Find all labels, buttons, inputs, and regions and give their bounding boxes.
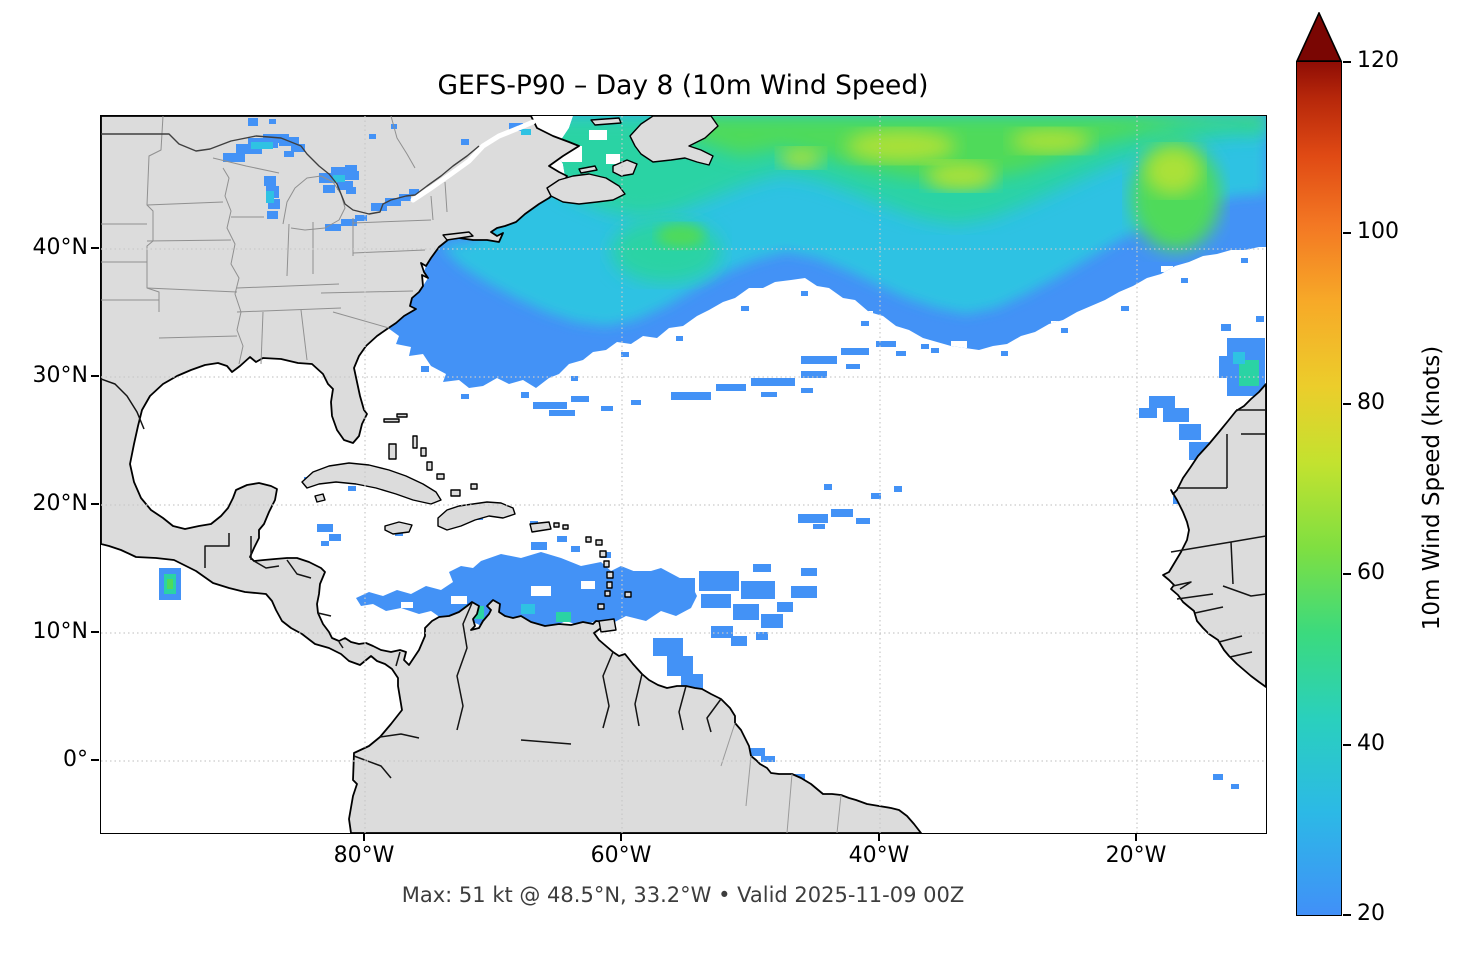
x-tickmark-80w [363,834,365,841]
plot-title: GEFS-P90 – Day 8 (10m Wind Speed) [437,70,929,101]
island-newfoundland [629,116,719,166]
wind-main-mass [388,116,1266,388]
island-anticosti [590,117,622,126]
islands-bahamas [383,413,478,497]
colorbar-tick-80 [1343,403,1351,405]
y-tick-0: 0° [63,747,88,772]
x-tick-60w: 60°W [590,843,652,868]
y-tickmark-10n [91,631,99,633]
x-tick-20w: 20°W [1105,843,1167,868]
x-tick-80w: 80°W [333,843,395,868]
x-tickmark-60w [620,834,622,841]
colorbar-tick-100 [1343,232,1351,234]
gridlines [101,116,1266,833]
canada-us-border [101,133,480,215]
island-cuba [301,462,442,505]
island-hispaniola [437,501,516,531]
island-puerto-rico [529,521,552,533]
borders-brazil-states [720,722,842,833]
island-nova-scotia [546,173,626,205]
island-long-island [442,231,474,241]
colorbar-ticklabel-60: 60 [1357,560,1385,585]
island-trinidad [598,618,617,633]
y-tick-20n: 20°N [32,491,88,516]
island-cape-breton [612,159,638,177]
colorbar-ticklabel-120: 120 [1357,48,1399,73]
st-lawrence-river [410,119,536,203]
map-axes [100,115,1267,834]
colorbar-tick-60 [1343,573,1351,575]
y-tick-30n: 30°N [32,363,88,388]
colorbar-tick-20 [1343,914,1351,916]
x-tick-40w: 40°W [848,843,910,868]
borders-central-america [101,378,344,649]
wind-edge-speckles [421,258,1248,399]
y-tickmark-40n [91,247,99,249]
island-pei [578,165,598,174]
wind-tehuantepec [159,568,181,600]
borders-south-america [353,602,722,779]
island-jamaica [384,521,413,535]
colorbar-ticklabel-80: 80 [1357,390,1385,415]
footer-caption: Max: 51 kt @ 48.5°N, 33.2°W • Valid 2025… [401,883,965,907]
y-tickmark-0 [91,759,99,761]
colorbar-ticklabel-100: 100 [1357,219,1399,244]
map-svg [101,116,1266,833]
y-tickmark-30n [91,375,99,377]
colorbar-axis-label: 10m Wind Speed (knots) [1419,345,1445,631]
islands-lesser-antilles [553,522,632,610]
colorbar-gradient [1296,61,1342,916]
colorbar-ticklabel-40: 40 [1357,731,1385,756]
islands [301,116,719,633]
colorbar-tick-120 [1343,61,1351,63]
wind-cluster-20n [798,493,881,529]
colorbar-ticklabel-20: 20 [1357,901,1385,926]
x-tickmark-40w [878,834,880,841]
y-tick-40n: 40°N [32,235,88,260]
y-tick-10n: 10°N [32,619,88,644]
x-tickmark-20w [1135,834,1137,841]
y-tickmark-20n [91,503,99,505]
land-africa [1162,383,1266,688]
colorbar-over-arrow [1296,12,1342,62]
island-isle-of-youth [314,493,326,503]
wind-streaks-subtropical [533,338,991,492]
us-state-borders [101,116,448,365]
colorbar-tick-40 [1343,744,1351,746]
land-north-south-america [101,116,922,833]
borders-africa [1170,409,1266,658]
